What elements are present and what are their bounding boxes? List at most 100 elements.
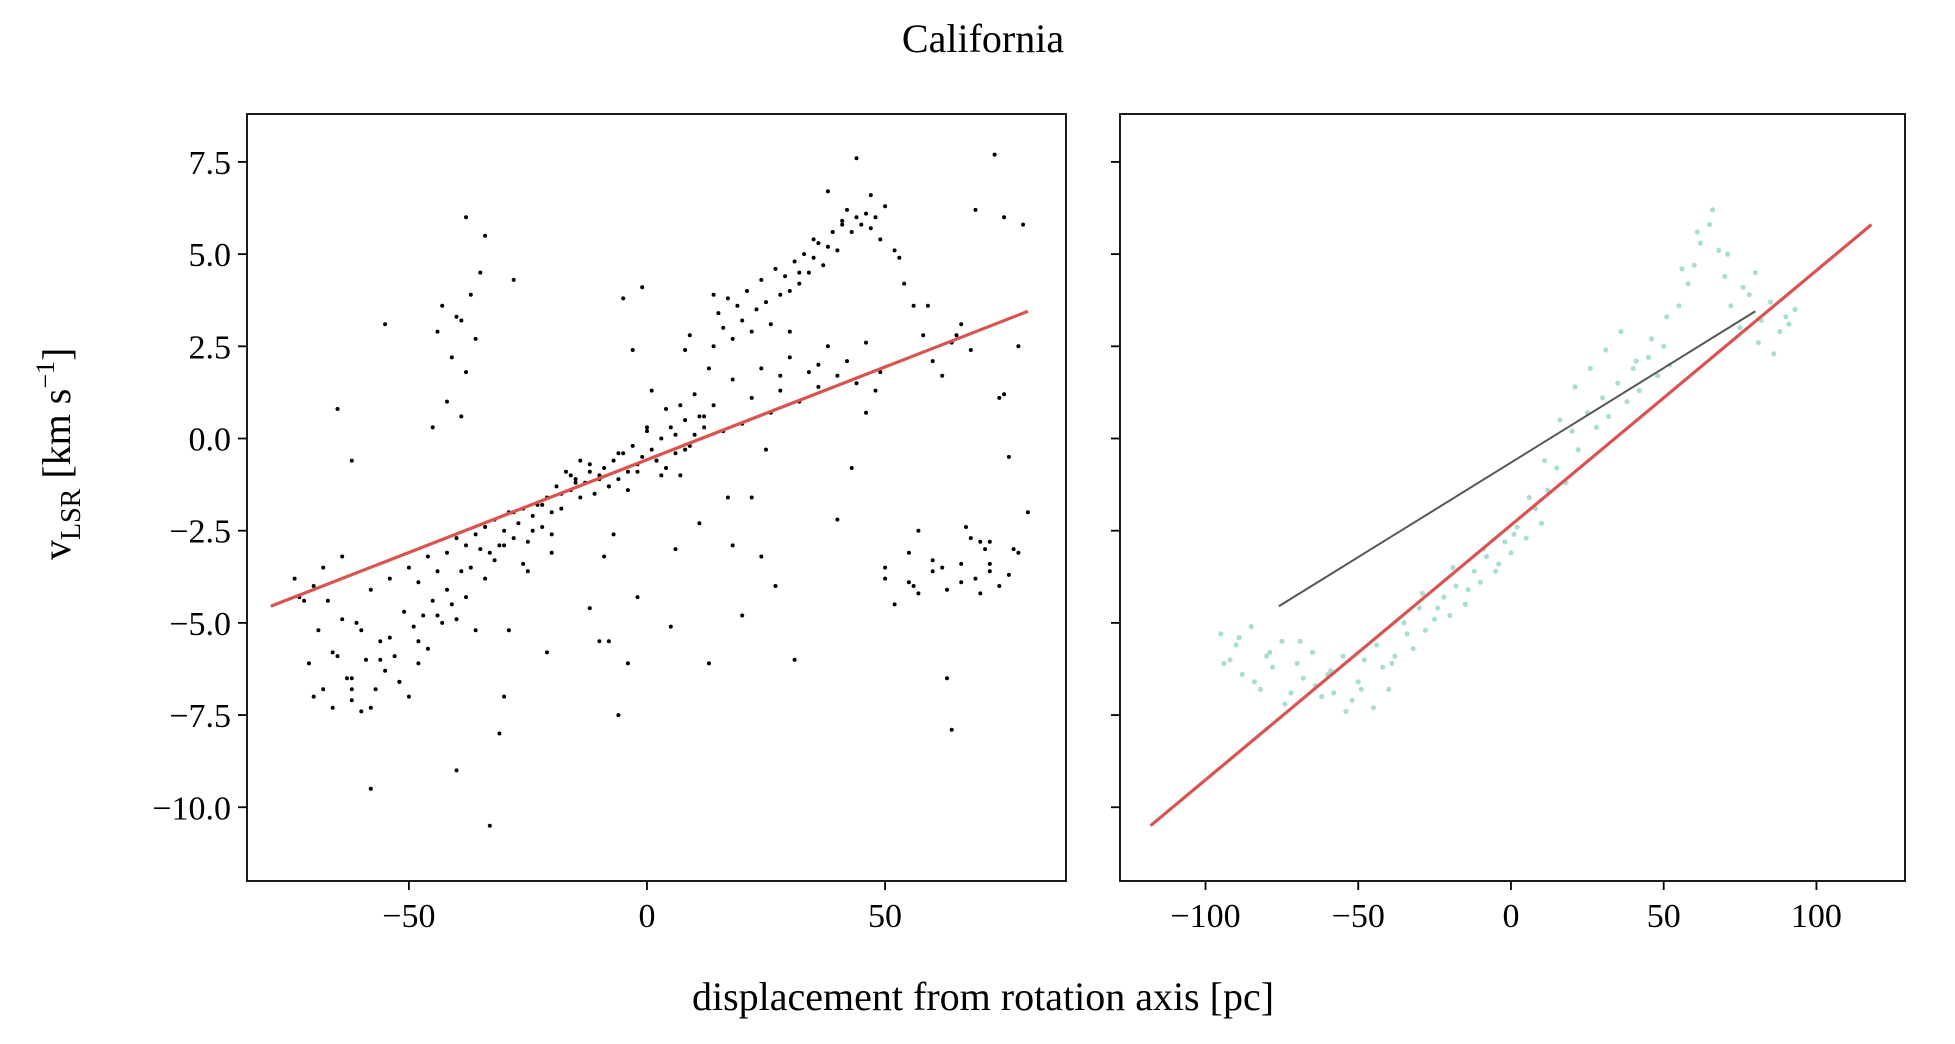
right-data-point — [1264, 653, 1270, 659]
left-data-point — [440, 303, 445, 308]
right-data-point — [1725, 251, 1731, 257]
left-data-point — [816, 384, 821, 389]
right-data-point — [1331, 690, 1337, 696]
left-data-point — [625, 661, 630, 666]
left-data-point — [1016, 344, 1021, 349]
right-data-point — [1740, 284, 1746, 290]
right-data-point — [1453, 583, 1459, 589]
right-data-point — [1233, 642, 1239, 648]
left-data-point — [525, 539, 530, 544]
left-data-point — [606, 639, 611, 644]
left-data-point — [373, 687, 378, 692]
right-data-point — [1267, 649, 1273, 656]
left-data-point — [435, 613, 440, 618]
right-data-point — [1694, 229, 1700, 235]
right-data-point — [1319, 694, 1325, 700]
right-data-point — [1768, 299, 1774, 305]
left-data-point — [473, 628, 478, 633]
left-data-point — [473, 532, 478, 537]
left-data-point — [454, 617, 459, 622]
right-plot-frame — [1119, 113, 1906, 882]
left-data-point — [311, 694, 316, 699]
left-data-point — [664, 407, 668, 411]
left-x-tick-label: −50 — [382, 898, 435, 935]
left-data-point — [421, 613, 426, 618]
left-data-point — [621, 451, 626, 456]
right-data-point — [1786, 321, 1792, 327]
right-data-point — [1441, 594, 1447, 600]
left-data-point — [487, 823, 492, 828]
right-data-point — [1603, 347, 1609, 353]
right-data-point — [1447, 612, 1453, 619]
right-panel: −100 −50 0 50 100 — [1111, 113, 1906, 935]
right-grey-line — [1278, 310, 1756, 608]
right-data-point — [1288, 690, 1294, 696]
right-data-point — [1633, 358, 1639, 364]
left-data-point — [873, 388, 878, 393]
left-data-point — [792, 259, 797, 264]
left-data-point — [335, 654, 340, 659]
left-data-point — [930, 569, 935, 574]
right-data-point — [1355, 679, 1361, 685]
right-data-point — [1392, 653, 1398, 659]
left-data-point — [806, 370, 811, 375]
left-data-point — [964, 525, 968, 529]
right-data-point — [1545, 487, 1551, 493]
left-data-point — [906, 550, 911, 555]
right-data-point — [1462, 601, 1468, 608]
left-data-point — [387, 635, 392, 640]
left-data-point — [587, 606, 592, 611]
left-data-point — [725, 296, 730, 301]
left-data-point — [487, 550, 492, 555]
left-data-point — [864, 340, 868, 345]
left-data-point — [697, 414, 702, 419]
right-data-point — [1361, 657, 1367, 663]
left-data-point — [378, 639, 383, 644]
left-data-point — [945, 587, 949, 592]
right-data-point — [1648, 336, 1655, 342]
left-data-point — [454, 768, 459, 773]
left-data-point — [711, 403, 716, 408]
left-data-point — [878, 370, 883, 375]
left-data-point — [459, 318, 464, 323]
right-data-point — [1380, 664, 1386, 670]
right-data-point — [1526, 494, 1532, 501]
left-data-point — [625, 488, 630, 493]
left-data-point — [606, 484, 611, 489]
left-data-point — [459, 569, 464, 574]
left-data-point — [883, 204, 888, 209]
left-data-point — [1011, 547, 1016, 552]
left-y-tick-label: 7.5 — [189, 145, 232, 182]
left-data-point — [383, 668, 388, 673]
right-data-point — [1676, 303, 1682, 309]
left-data-point — [445, 399, 449, 404]
right-data-point — [1685, 281, 1691, 287]
left-data-point — [425, 646, 430, 651]
left-data-point — [464, 595, 468, 600]
right-data-point — [1691, 262, 1697, 268]
left-data-point — [1021, 222, 1026, 227]
right-data-point — [1606, 413, 1612, 419]
left-data-point — [306, 661, 311, 666]
left-data-point — [464, 543, 468, 548]
left-data-point — [697, 521, 702, 526]
left-data-point — [625, 469, 630, 474]
left-data-point — [311, 584, 316, 588]
left-data-point — [364, 657, 368, 662]
left-data-point — [392, 654, 397, 659]
left-data-point — [549, 550, 554, 555]
left-data-point — [892, 602, 897, 607]
left-data-point — [706, 661, 711, 666]
left-data-point — [497, 543, 502, 548]
left-data-point — [759, 277, 764, 282]
left-data-point — [864, 211, 868, 216]
left-data-point — [778, 388, 783, 393]
right-data-point — [1600, 395, 1606, 401]
left-data-point — [511, 277, 516, 282]
left-data-point — [997, 584, 1002, 588]
left-data-point — [330, 705, 335, 710]
left-data-point — [1002, 392, 1007, 397]
left-data-point — [292, 576, 297, 581]
right-data-point — [1752, 270, 1758, 276]
left-data-point — [930, 558, 935, 563]
